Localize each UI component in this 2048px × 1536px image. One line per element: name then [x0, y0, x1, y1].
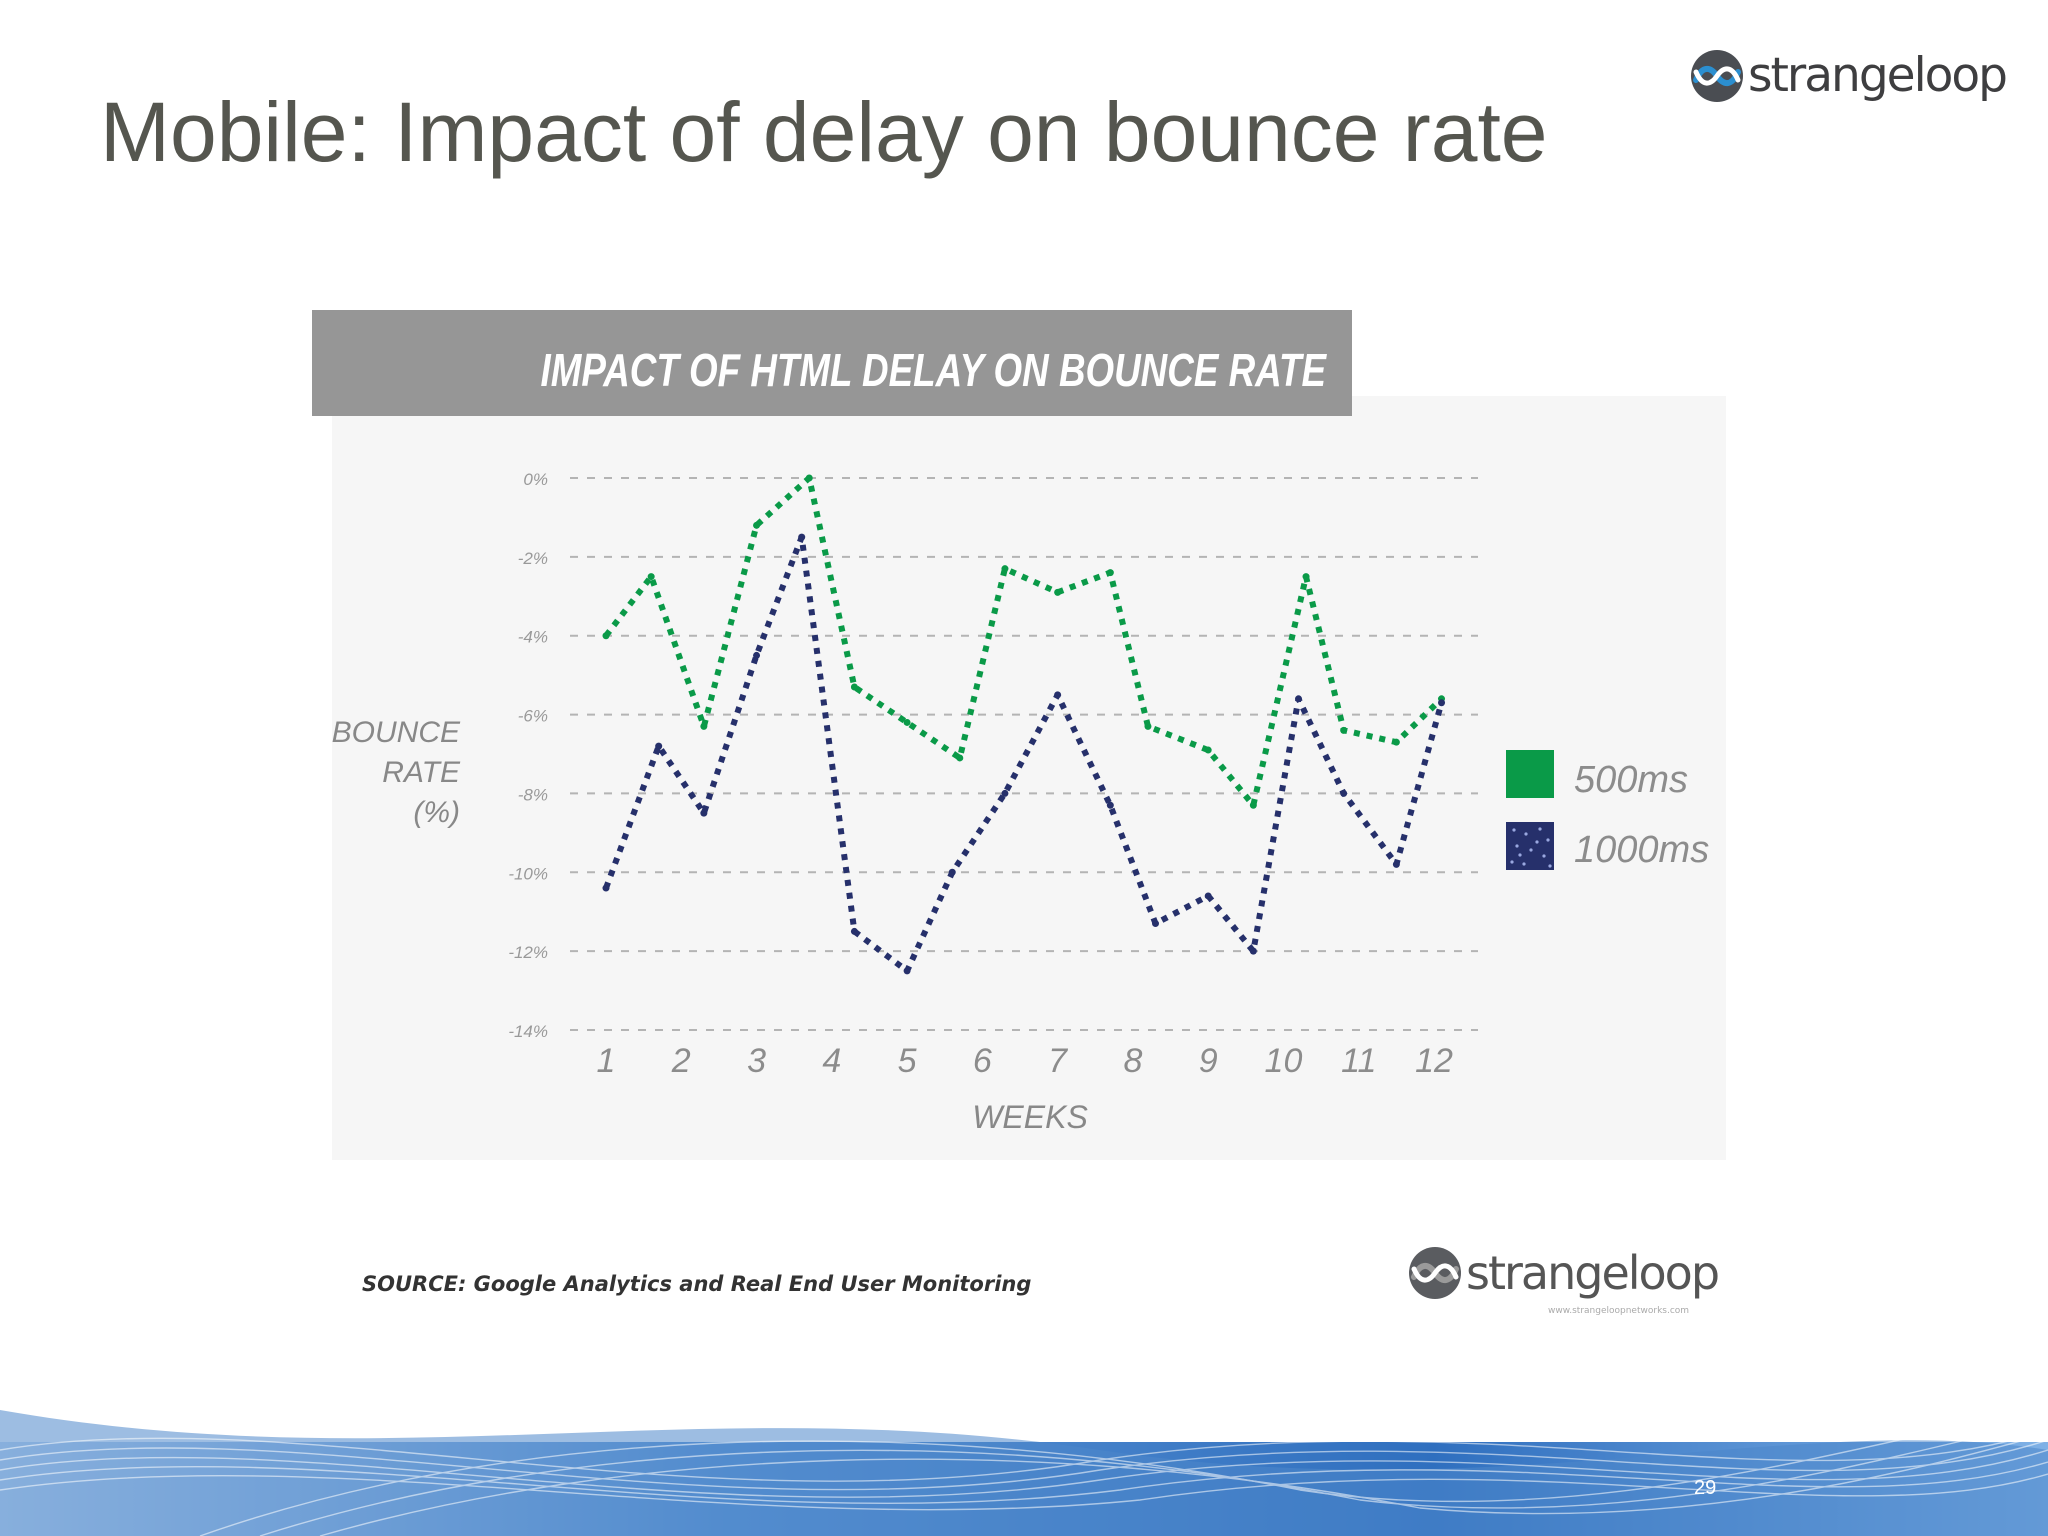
data-point-500ms — [1054, 588, 1062, 596]
data-point-1000ms — [1106, 801, 1114, 809]
data-point-1000ms — [850, 927, 858, 935]
data-point-1000ms — [1295, 695, 1303, 703]
y-tick-label: -8% — [518, 785, 548, 804]
x-axis-ticks: 1 2 3 4 5 6 7 8 9 10 11 12 — [597, 1042, 1453, 1080]
data-point-1000ms — [700, 809, 708, 817]
x-tick-label: 6 — [973, 1042, 992, 1080]
legend-label-500ms: 500ms — [1574, 759, 1688, 801]
data-point-1000ms — [948, 868, 956, 876]
infinity-logo-icon — [1691, 49, 1743, 102]
x-tick-label: 7 — [1048, 1042, 1068, 1080]
x-tick-label: 3 — [747, 1042, 766, 1080]
data-point-1000ms — [1249, 947, 1257, 955]
data-point-500ms — [1340, 726, 1348, 734]
series-lines — [602, 474, 1446, 975]
data-point-1000ms — [655, 742, 663, 750]
data-point-500ms — [602, 632, 610, 640]
page-number: 29 — [1694, 1477, 1717, 1499]
y-axis-label-line-2: RATE — [382, 756, 461, 789]
data-point-500ms — [1144, 722, 1152, 730]
x-tick-label: 10 — [1265, 1042, 1303, 1080]
x-tick-label: 1 — [597, 1042, 616, 1080]
infinity-logo-icon — [1409, 1247, 1461, 1299]
logo-wordmark: strangeloop — [1466, 1246, 1720, 1300]
y-axis-label-line-3: (%) — [413, 796, 460, 829]
x-tick-label: 12 — [1415, 1042, 1453, 1080]
x-tick-label: 2 — [671, 1042, 691, 1080]
x-tick-label: 9 — [1199, 1042, 1218, 1080]
x-tick-label: 8 — [1123, 1042, 1142, 1080]
data-point-1000ms — [753, 651, 761, 659]
y-tick-label: -14% — [508, 1022, 548, 1041]
chart-title-banner — [312, 310, 1352, 416]
data-point-500ms — [1302, 573, 1310, 581]
logo-tagline: www.strangeloopnetworks.com — [1548, 1306, 1690, 1316]
data-point-1000ms — [903, 967, 911, 975]
data-point-500ms — [956, 754, 964, 762]
series-line-500ms — [603, 475, 1444, 809]
logo-wordmark: strangeloop — [1748, 48, 2008, 103]
chart-title: IMPACT OF HTML DELAY ON BOUNCE RATE — [541, 344, 1328, 396]
y-tick-label: -10% — [508, 864, 548, 883]
y-tick-label: -4% — [518, 628, 548, 647]
data-point-500ms — [1204, 746, 1212, 754]
data-point-500ms — [1001, 565, 1009, 573]
data-point-1000ms — [602, 884, 610, 892]
y-axis-label-line-1: BOUNCE — [332, 716, 461, 749]
data-point-500ms — [700, 722, 708, 730]
data-point-500ms — [805, 474, 813, 482]
x-tick-label: 4 — [822, 1042, 841, 1080]
y-tick-label: -12% — [508, 943, 548, 962]
legend-swatch-500ms — [1506, 750, 1554, 798]
data-point-1000ms — [1438, 699, 1446, 707]
y-tick-label: -6% — [518, 707, 548, 726]
legend: 500ms 1000ms — [1506, 750, 1709, 871]
data-point-1000ms — [1392, 860, 1400, 868]
data-point-500ms — [753, 521, 761, 529]
data-point-500ms — [1249, 801, 1257, 809]
y-tick-label: -2% — [518, 549, 548, 568]
data-point-500ms — [1106, 569, 1114, 577]
slide-title: Mobile: Impact of delay on bounce rate — [100, 85, 1548, 179]
legend-label-1000ms: 1000ms — [1574, 829, 1709, 871]
data-point-500ms — [647, 573, 655, 581]
decorative-wave-footer — [0, 1409, 2048, 1536]
data-point-1000ms — [798, 533, 806, 541]
data-point-500ms — [1392, 738, 1400, 746]
data-point-500ms — [903, 718, 911, 726]
y-tick-label: 0% — [523, 470, 548, 489]
plot-background — [332, 396, 1726, 1160]
y-axis-ticks: 0% -2% -4% -6% -8% -10% -12% -14% — [508, 470, 548, 1041]
strangeloop-logo: strangeloop — [1690, 48, 2008, 103]
data-point-1000ms — [1054, 691, 1062, 699]
data-point-1000ms — [1151, 920, 1159, 928]
data-point-1000ms — [1204, 892, 1212, 900]
source-note: SOURCE: Google Analytics and Real End Us… — [362, 1272, 1032, 1296]
data-point-1000ms — [1001, 789, 1009, 797]
x-tick-label: 11 — [1341, 1042, 1376, 1080]
x-axis-label: WEEKS — [972, 1099, 1088, 1135]
legend-swatch-dots — [1510, 827, 1552, 868]
data-point-1000ms — [1340, 789, 1348, 797]
strangeloop-logo-chart: strangeloop www.strangeloopnetworks.com — [1408, 1246, 1720, 1316]
data-point-500ms — [850, 683, 858, 691]
x-tick-label: 5 — [898, 1042, 917, 1080]
y-axis-label: BOUNCE RATE (%) — [332, 716, 461, 829]
